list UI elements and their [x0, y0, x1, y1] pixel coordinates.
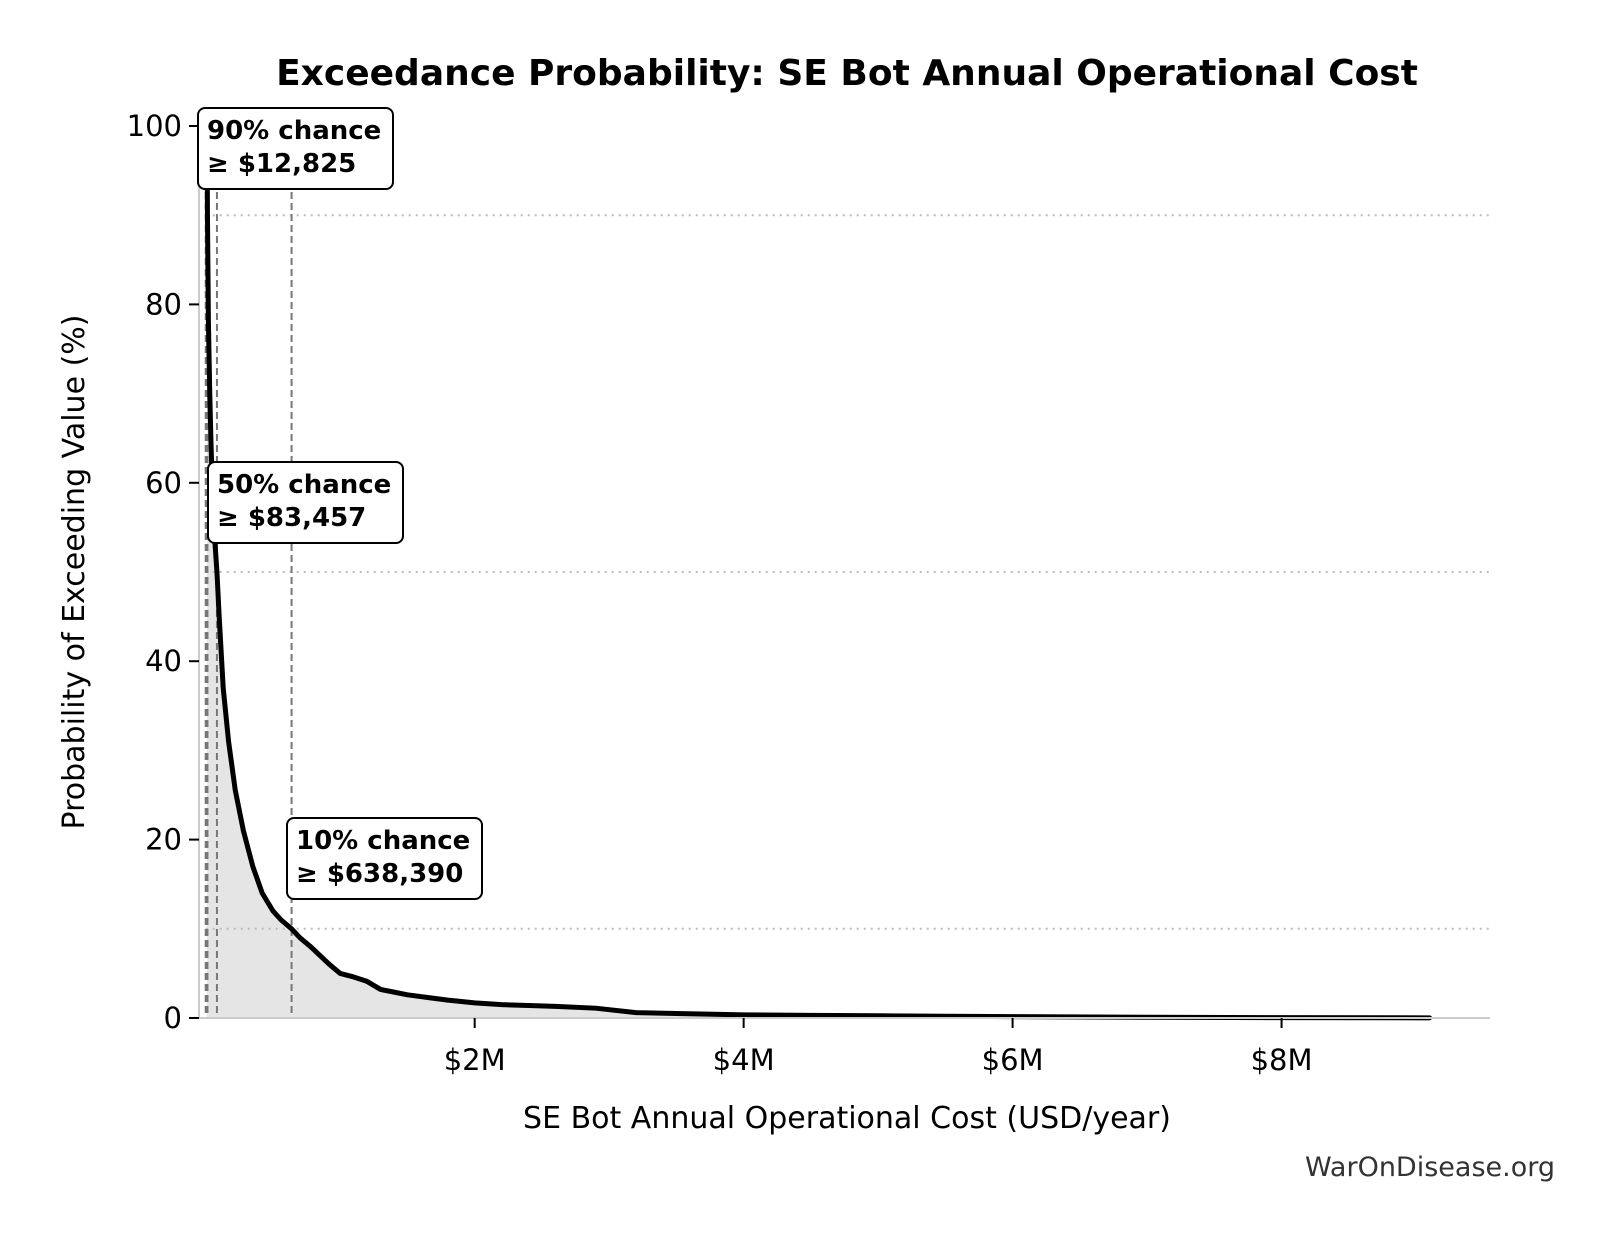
annotation-line2: ≥ $83,457 [217, 503, 366, 533]
annotation-box: 90% chance≥ $12,825 [197, 107, 394, 190]
curve-layer [204, 123, 1432, 1021]
annotations: 90% chance≥ $12,825 50% chance≥ $83,457 10… [197, 107, 483, 900]
annotation-box: 50% chance≥ $83,457 [207, 461, 404, 544]
y-tick-label: 100 [127, 109, 182, 143]
y-tick-label: 20 [145, 823, 182, 857]
annotation-line1: 90% chance [207, 116, 381, 146]
x-tick-label: $4M [713, 1043, 775, 1077]
watermark-text: WarOnDisease.org [1305, 1152, 1555, 1183]
x-tick-label: $6M [982, 1043, 1044, 1077]
annotation-line2: ≥ $12,825 [207, 149, 356, 179]
y-tick-label: 80 [145, 287, 182, 321]
y-tick-label: 0 [164, 1001, 182, 1035]
chart-title: Exceedance Probability: SE Bot Annual Op… [276, 53, 1418, 94]
x-tick-label: $2M [444, 1043, 506, 1077]
annotation-line1: 10% chance [296, 826, 470, 856]
annotation-box: 10% chance≥ $638,390 [286, 817, 483, 900]
annotation-line1: 50% chance [217, 470, 391, 500]
annotation-frame [197, 107, 394, 190]
plot-area: 0 20 40 60 80 100 $2M $4M $6M $8M 90% chance≥ $12… [127, 107, 1490, 1077]
axes [198, 126, 1490, 1019]
y-tick-label: 40 [145, 644, 182, 678]
exceedance-curve [204, 123, 1432, 1021]
x-tick-label: $8M [1251, 1043, 1313, 1077]
annotation-frame [207, 461, 404, 544]
x-axis-label: SE Bot Annual Operational Cost (USD/year… [523, 1101, 1171, 1136]
annotation-frame [286, 817, 483, 900]
y-axis-label: Probability of Exceeding Value (%) [57, 315, 92, 830]
ticks: 0 20 40 60 80 100 $2M $4M $6M $8M [127, 109, 1313, 1077]
y-tick-label: 60 [145, 466, 182, 500]
annotation-line2: ≥ $638,390 [296, 859, 463, 889]
